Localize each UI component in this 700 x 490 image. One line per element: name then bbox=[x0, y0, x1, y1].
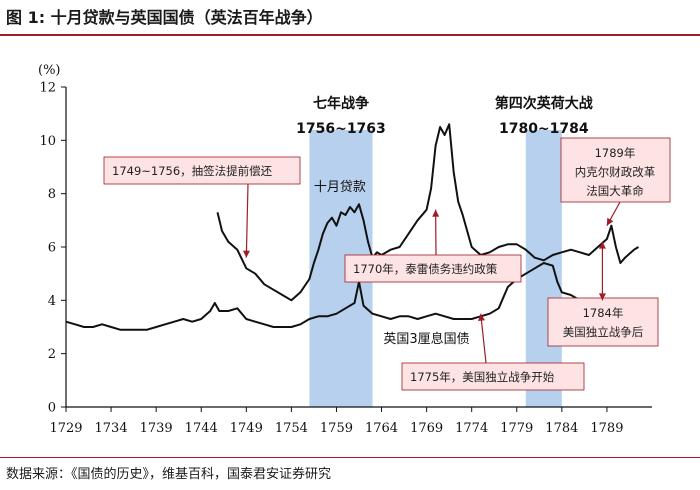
annotation-arrow-head bbox=[477, 313, 485, 322]
annotation-text: 内克尔财政改革 bbox=[575, 165, 656, 179]
annotation-arrow bbox=[245, 183, 249, 258]
annotation-text: 1775年，美国独立战争开始 bbox=[410, 370, 555, 384]
series-label: 十月贷款 bbox=[314, 180, 366, 195]
x-tick-label: 1759 bbox=[320, 421, 353, 436]
x-tick-label: 1789 bbox=[590, 421, 623, 436]
annotation-text: 1784年 bbox=[583, 306, 624, 320]
annotation-text: 美国独立战争后 bbox=[563, 325, 644, 339]
x-tick-label: 1769 bbox=[410, 421, 443, 436]
y-tick-label: 10 bbox=[39, 134, 56, 149]
source-note: 数据来源：《国债的历史》，维基百科，国泰君安证券研究 bbox=[6, 467, 332, 482]
series-line-1 bbox=[65, 262, 640, 331]
y-tick-label: 4 bbox=[48, 294, 56, 309]
x-tick-label: 1784 bbox=[545, 421, 578, 436]
y-tick-label: 8 bbox=[48, 187, 56, 202]
annotation-arrow-head bbox=[432, 209, 440, 217]
annotation-arrow bbox=[480, 313, 487, 364]
annotation-text: 1789年 bbox=[595, 146, 636, 160]
annotations: 1749~1756，抽签法提前偿还 1770年，泰雷债务违约政策 1775年，美国独… bbox=[103, 137, 671, 391]
x-tick-label: 1774 bbox=[455, 421, 488, 436]
annotation-arrow-head bbox=[242, 250, 250, 258]
annotation-text: 1770年，泰雷债务违约政策 bbox=[353, 262, 498, 276]
y-unit-label: (%) bbox=[38, 63, 61, 78]
x-tick-label: 1734 bbox=[95, 421, 128, 436]
war-years: 1780~1784 bbox=[499, 121, 589, 137]
x-tick-label: 1754 bbox=[275, 421, 308, 436]
y-tick-label: 6 bbox=[48, 241, 56, 256]
annotation-box bbox=[344, 254, 522, 283]
annotation-arrow-head bbox=[598, 241, 606, 249]
source-divider bbox=[0, 457, 700, 458]
annotation-box bbox=[401, 362, 585, 391]
annotation-text: 1749~1756，抽签法提前偿还 bbox=[112, 164, 273, 178]
y-tick-label: 0 bbox=[48, 401, 56, 416]
war-years: 1756~1763 bbox=[296, 121, 386, 137]
chart: 七年战争 1756~1763 第四次英荷大战 1780~1784 (%) 0 2 4 6 8 10… bbox=[38, 63, 671, 436]
annotation-arrow-head bbox=[606, 217, 614, 226]
war-name: 第四次英荷大战 bbox=[495, 95, 593, 112]
war-period-bands: 七年战争 1756~1763 第四次英荷大战 1780~1784 bbox=[296, 95, 593, 407]
series-label: 英国3厘息国债 bbox=[383, 331, 469, 347]
y-tick-label: 12 bbox=[39, 81, 56, 96]
war-band bbox=[525, 130, 562, 407]
x-tick-label: 1749 bbox=[230, 421, 263, 436]
annotation-text: 法国大革命 bbox=[586, 184, 644, 198]
x-tick-label: 1739 bbox=[140, 421, 173, 436]
annotation-arrow-head bbox=[598, 293, 606, 301]
war-name: 七年战争 bbox=[313, 95, 369, 112]
annotation-box bbox=[547, 297, 659, 347]
series-lines bbox=[65, 123, 640, 331]
x-tick-label: 1779 bbox=[500, 421, 533, 436]
annotation-box bbox=[103, 156, 301, 185]
axes: (%) 0 2 4 6 8 10 12 1729 1734 1739 1744 1749 1754 1759… bbox=[38, 63, 652, 436]
y-tick-label: 2 bbox=[48, 347, 56, 362]
x-tick-label: 1729 bbox=[49, 421, 82, 436]
title-divider bbox=[0, 34, 700, 36]
x-tick-label: 1764 bbox=[365, 421, 398, 436]
x-tick-label: 1744 bbox=[185, 421, 218, 436]
figure-title: 图 1: 十月贷款与英国国债（英法百年战争） bbox=[6, 8, 323, 27]
annotation-box bbox=[560, 137, 671, 203]
series-line-0 bbox=[216, 123, 640, 302]
